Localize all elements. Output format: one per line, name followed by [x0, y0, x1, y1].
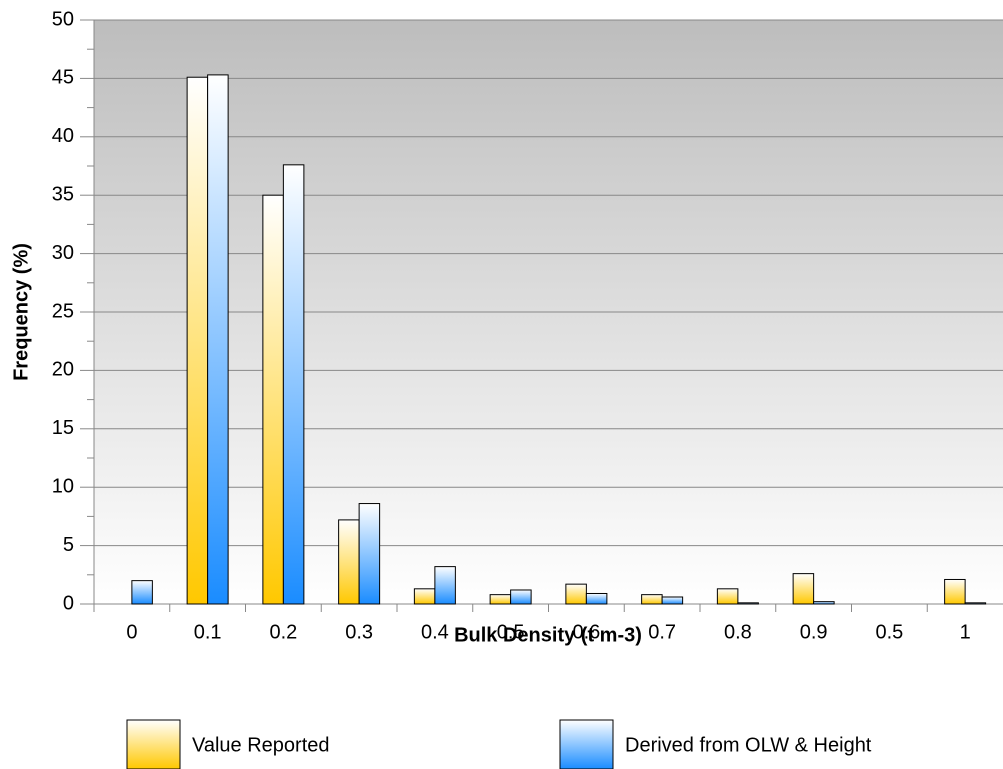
y-tick-label: 50 [52, 8, 74, 30]
legend-swatch [126, 719, 181, 769]
legend-swatch [559, 719, 614, 769]
x-axis-title: Bulk Density (t m-3) [454, 624, 642, 646]
y-tick-label: 5 [63, 534, 74, 556]
bar [338, 519, 360, 605]
bar [489, 594, 512, 605]
bar [358, 503, 381, 605]
y-tick-label: 20 [52, 359, 74, 381]
bar [434, 566, 456, 605]
bar [661, 596, 684, 605]
x-tick-label: 0.8 [724, 621, 752, 643]
bar [262, 194, 284, 605]
bar [792, 573, 815, 605]
y-tick-label: 40 [52, 125, 74, 147]
x-tick-label: 0.3 [345, 621, 373, 643]
bar [207, 74, 229, 605]
bar [944, 578, 966, 605]
x-tick-label: 0.4 [421, 621, 449, 643]
y-tick-label: 0 [63, 592, 74, 614]
x-tick-label: 0.5 [497, 621, 525, 643]
bar [131, 580, 153, 605]
bar [585, 592, 608, 605]
legend-label: Value Reported [192, 734, 330, 756]
bar [737, 602, 759, 605]
x-tick-label: 1 [960, 621, 971, 643]
bar [716, 588, 739, 605]
y-tick-label: 10 [52, 475, 74, 497]
legend-label: Derived from OLW & Height [625, 734, 872, 756]
bar [813, 601, 835, 605]
x-tick-label: 0.1 [194, 621, 222, 643]
x-tick-label: 0 [126, 621, 137, 643]
x-tick-label: 0.9 [800, 621, 828, 643]
y-tick-label: 45 [52, 67, 74, 89]
x-tick-label: 0.7 [648, 621, 676, 643]
y-tick-label: 15 [52, 417, 74, 439]
x-tick-label: 0.2 [269, 621, 297, 643]
x-tick-label: 0.6 [572, 621, 600, 643]
bar [413, 588, 436, 605]
bar [641, 594, 663, 605]
bar [186, 76, 209, 605]
y-tick-label: 25 [52, 300, 74, 322]
x-tick-label: 0.5 [875, 621, 903, 643]
y-axis-title: Frequency (%) [10, 243, 32, 381]
y-tick-label: 30 [52, 242, 74, 264]
y-tick-label: 35 [52, 183, 74, 205]
bar [565, 583, 587, 605]
bar [964, 602, 987, 605]
bar [510, 589, 532, 605]
bar [282, 164, 305, 605]
